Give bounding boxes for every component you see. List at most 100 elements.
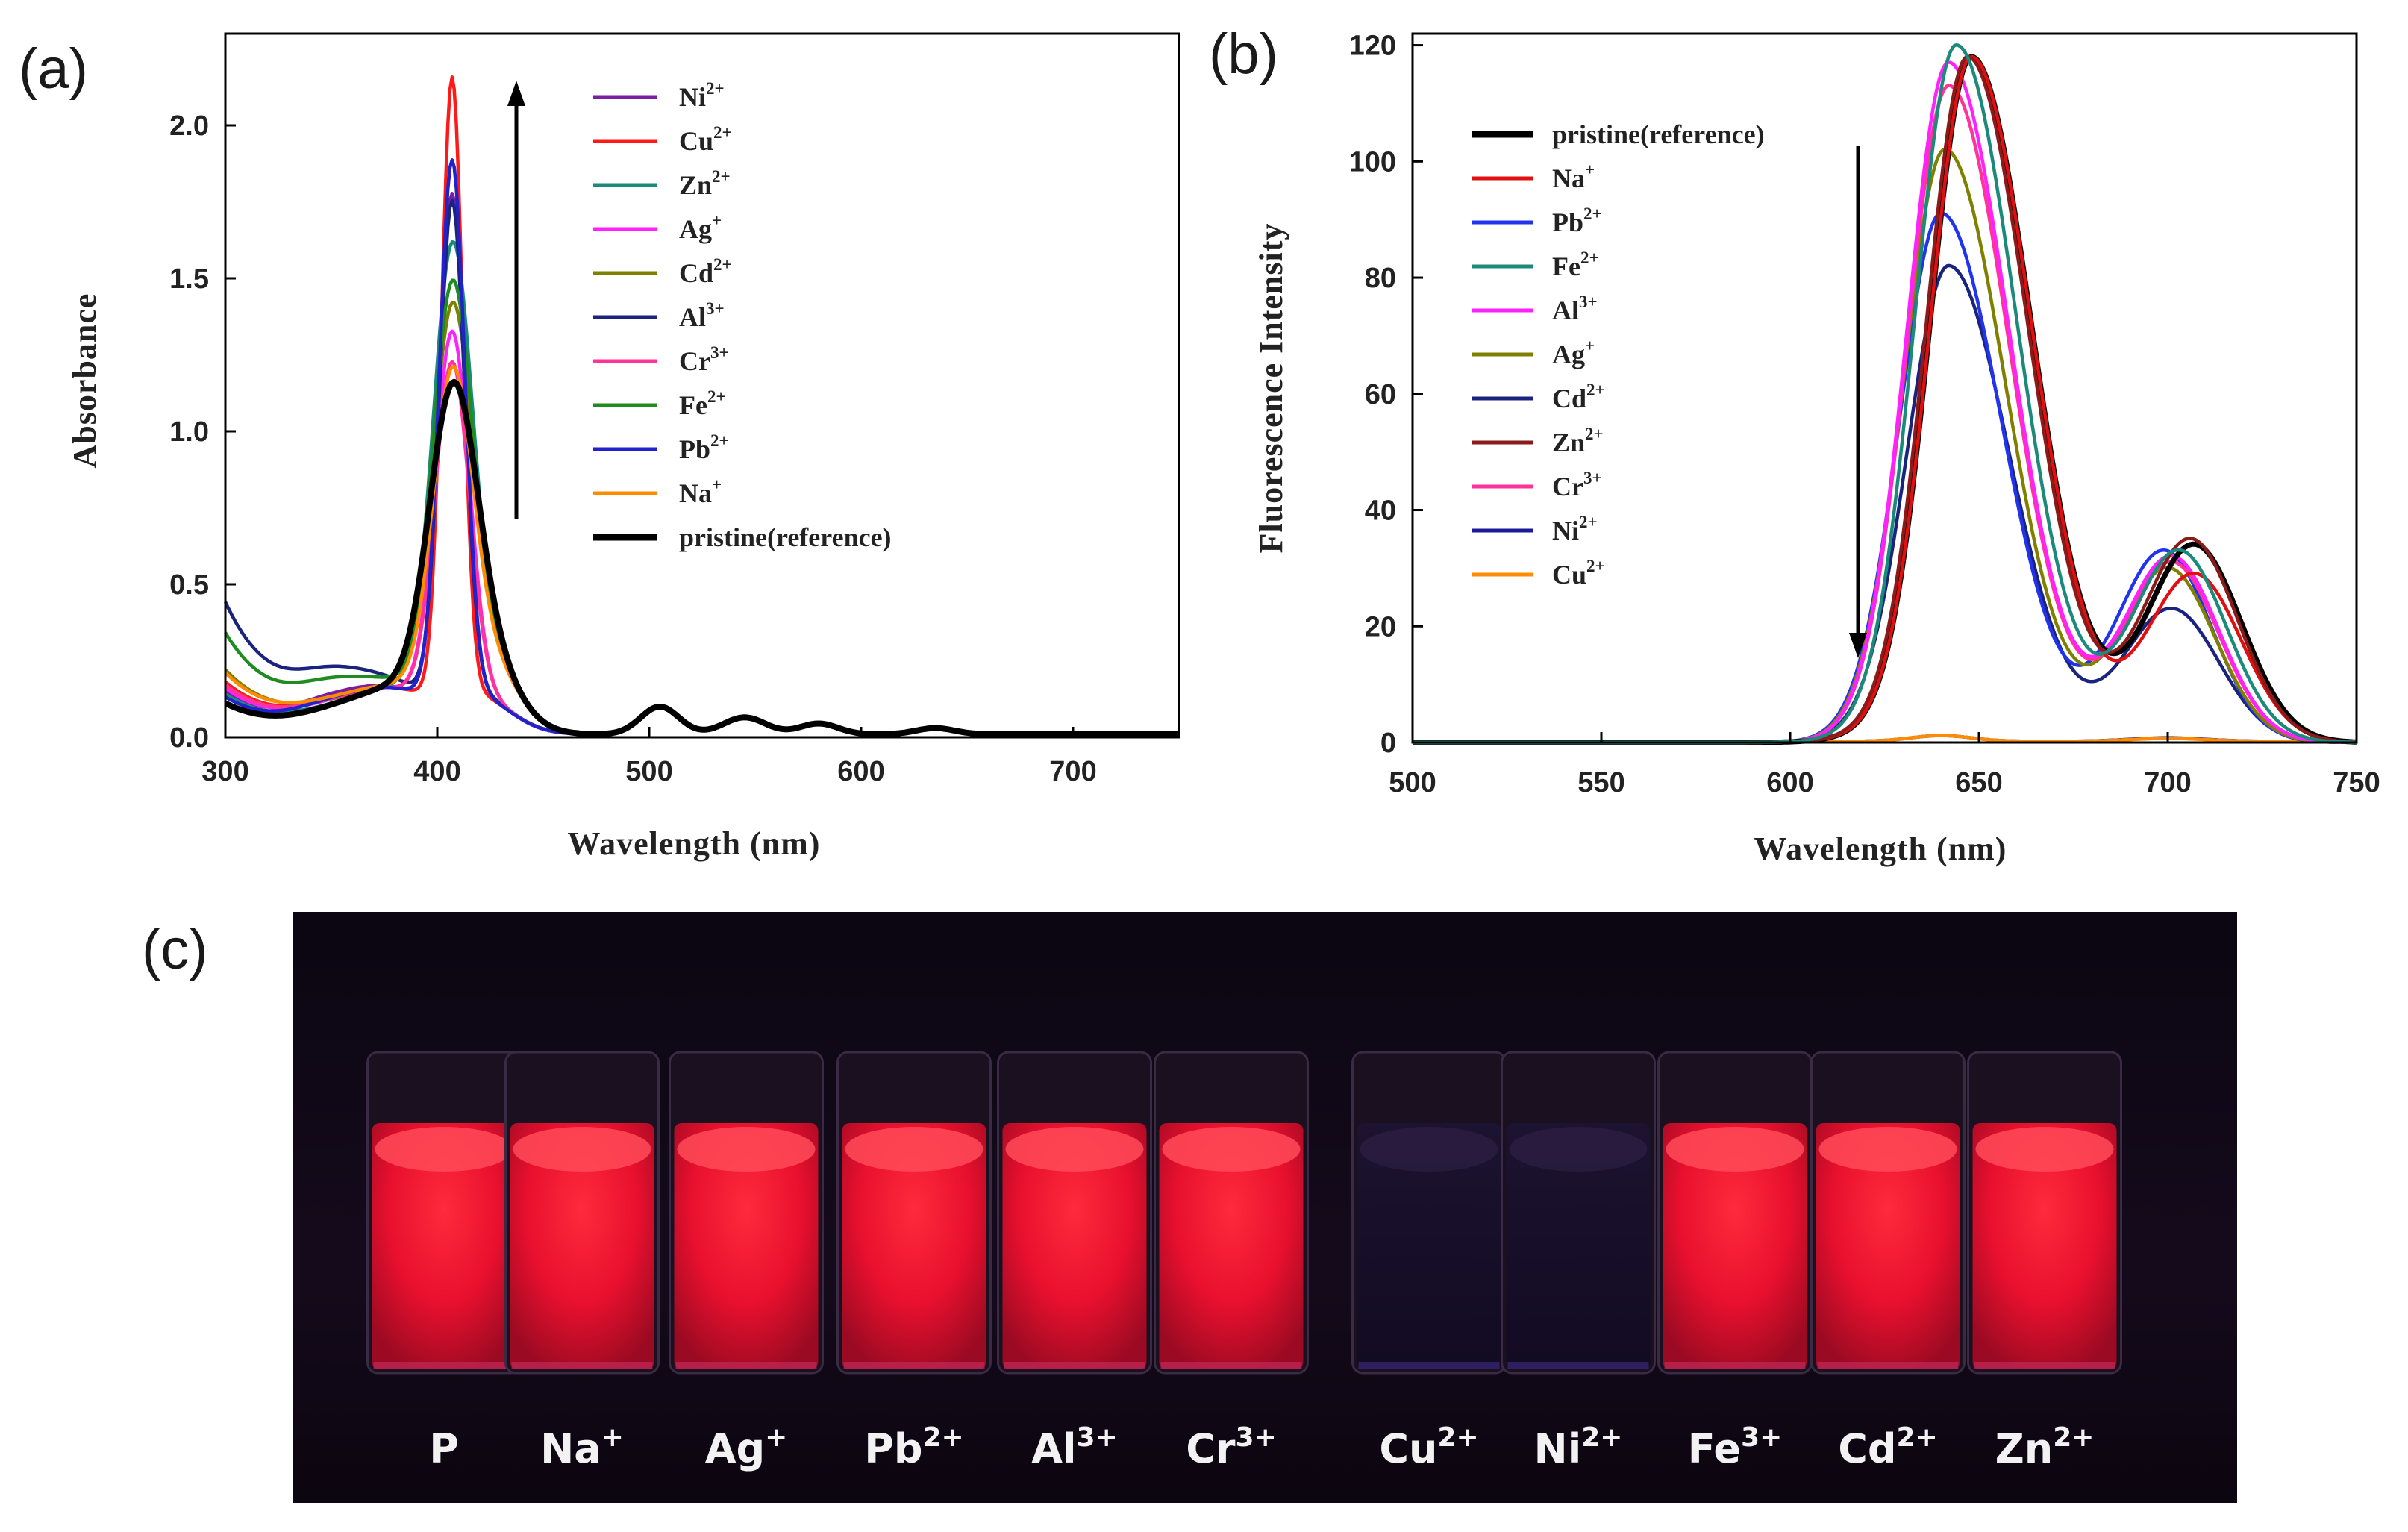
vial-meniscus (1509, 1127, 1648, 1172)
vial-cr: Cr3+ (1154, 1051, 1309, 1472)
vial-fe: Fe3+ (1657, 1051, 1813, 1472)
vial-meniscus (677, 1127, 816, 1172)
absorbance-x-tick-label: 600 (837, 756, 884, 787)
fluorescence-y-tick-label: 60 (1365, 379, 1396, 410)
vial-meniscus (1666, 1127, 1804, 1172)
vial-liquid-red (1816, 1123, 1960, 1369)
absorbance-legend-label: Pb2+ (679, 431, 729, 464)
vial-label: Pb2+ (864, 1422, 963, 1472)
vial-row: P Na+ Ag+ Pb2+ Al3+ Cr3+ Cu2+ Ni2+ Fe3+ Cd2+ Zn2+ (366, 1051, 2122, 1472)
absorbance-legend-label: Cr3+ (679, 343, 729, 376)
vial-liquid-dark (1506, 1123, 1651, 1369)
vial-label: Cu2+ (1379, 1422, 1478, 1472)
absorbance-legend-label: pristine(reference) (679, 522, 892, 552)
vial-cu: Cu2+ (1351, 1051, 1507, 1472)
panel-label-b: (b) (1209, 22, 1278, 86)
vial-meniscus (513, 1127, 651, 1172)
absorbance-legend-label: Fe2+ (679, 387, 726, 420)
fluorescence-legend-label: Fe2+ (1552, 248, 1599, 281)
absorbance-y-axis-title: Absorbance (66, 293, 103, 469)
panel-label-a: (a) (19, 37, 88, 101)
vial-cd: Cd2+ (1810, 1051, 1966, 1472)
vial-base (511, 1362, 653, 1369)
absorbance-legend-label: Ag+ (679, 211, 722, 244)
fluorescence-y-tick-label: 40 (1365, 495, 1396, 527)
vial-meniscus (1818, 1127, 1957, 1172)
fluorescence-x-tick-label: 700 (2144, 767, 2191, 798)
vial-label: P (429, 1425, 459, 1472)
fluorescence-x-tick-label: 550 (1577, 767, 1624, 798)
absorbance-y-tick-label: 1.0 (169, 416, 209, 448)
fluorescence-legend-label: Cu2+ (1552, 557, 1605, 590)
vial-label: Fe3+ (1688, 1422, 1783, 1472)
fluorescence-x-tick-label: 600 (1766, 767, 1813, 798)
fluorescence-chart: 500 550 600 650 700 750 0 20 40 60 80 100 120 Wavel… (1253, 31, 2380, 867)
fluorescence-legend-label: Na+ (1552, 160, 1595, 193)
vial-liquid-red (1663, 1123, 1807, 1369)
absorbance-x-ticks: 300 400 500 600 700 (201, 727, 1097, 787)
absorbance-x-tick-label: 300 (201, 756, 248, 787)
fluorescence-legend-label: Ag+ (1552, 337, 1595, 369)
absorbance-x-tick-label: 400 (413, 756, 460, 787)
fluorescence-legend-label: Zn2+ (1552, 425, 1604, 457)
vial-meniscus (1360, 1127, 1498, 1172)
vial-base (1664, 1362, 1806, 1369)
fluorescence-y-axis-title: Fluorescence Intensity (1253, 223, 1289, 554)
vial-meniscus (1162, 1127, 1301, 1172)
vial-ag: Ag+ (669, 1051, 824, 1472)
fluorescence-legend-label: Al3+ (1552, 293, 1598, 325)
vial-base (1974, 1362, 2115, 1369)
panel-label-c: (c) (142, 918, 208, 981)
vial-label: Al3+ (1031, 1422, 1118, 1472)
absorbance-legend-label: Zn2+ (679, 167, 731, 200)
vial-ni: Ni2+ (1501, 1051, 1656, 1472)
vial-label: Ni2+ (1534, 1422, 1623, 1472)
vial-label: Na+ (540, 1422, 624, 1472)
absorbance-y-tick-label: 0.5 (169, 569, 209, 601)
vial-base (843, 1362, 985, 1369)
vial-liquid-red (1972, 1123, 2117, 1369)
vial-p: P (366, 1051, 522, 1472)
vial-meniscus (1005, 1127, 1144, 1172)
vial-label: Cd2+ (1838, 1422, 1938, 1472)
absorbance-legend-label: Cu2+ (679, 123, 732, 156)
vial-liquid-red (510, 1123, 654, 1369)
fluorescence-legend-label: Cr3+ (1552, 469, 1602, 501)
absorbance-y-tick-label: 0.0 (169, 722, 209, 754)
fluorescence-legend: pristine(reference) Na+ Pb2+ Fe2+ Al3+ Ag+ Cd2… (1472, 119, 1765, 590)
fluorescence-legend-label: Pb2+ (1552, 204, 1602, 237)
vial-base (675, 1362, 817, 1369)
fluorescence-y-tick-label: 120 (1349, 31, 1396, 62)
absorbance-chart: 300 400 500 600 700 0.0 0.5 1.0 1.5 2.0 Waveleng… (66, 32, 1180, 862)
vial-label: Cr3+ (1186, 1422, 1276, 1472)
absorbance-arrow-up (507, 81, 525, 519)
fluorescence-y-tick-label: 100 (1349, 146, 1396, 178)
vial-label: Ag+ (705, 1422, 788, 1472)
vial-base (373, 1362, 515, 1369)
vial-zn: Zn2+ (1967, 1051, 2122, 1472)
absorbance-x-tick-label: 500 (625, 756, 672, 787)
fluorescence-arrow-down (1849, 146, 1867, 658)
absorbance-series-group (223, 75, 1180, 737)
vial-liquid-red (1002, 1123, 1147, 1369)
fluorescence-x-tick-label: 650 (1955, 767, 2002, 798)
absorbance-x-tick-label: 700 (1049, 756, 1096, 787)
fluorescence-plot-frame (1411, 32, 2358, 744)
fluorescence-legend-label: Cd2+ (1552, 381, 1605, 413)
vial-na: Na+ (504, 1051, 660, 1472)
vial-base (1358, 1362, 1500, 1369)
fluorescence-y-ticks: 0 20 40 60 80 100 120 (1349, 31, 1423, 759)
fluorescence-x-tick-label: 750 (2333, 767, 2380, 798)
fluorescence-legend-label: pristine(reference) (1552, 119, 1765, 149)
absorbance-y-ticks: 0.0 0.5 1.0 1.5 2.0 (169, 110, 236, 754)
absorbance-y-tick-label: 2.0 (169, 110, 209, 142)
fluorescence-x-axis-title: Wavelength (nm) (1754, 831, 2007, 867)
vial-meniscus (845, 1127, 983, 1172)
vial-liquid-red (1159, 1123, 1304, 1369)
vial-base (1160, 1362, 1302, 1369)
absorbance-legend-label: Cd2+ (679, 255, 732, 288)
absorbance-y-tick-label: 1.5 (169, 263, 209, 295)
fluorescence-y-tick-label: 20 (1365, 611, 1396, 642)
vial-liquid-red (372, 1123, 516, 1369)
